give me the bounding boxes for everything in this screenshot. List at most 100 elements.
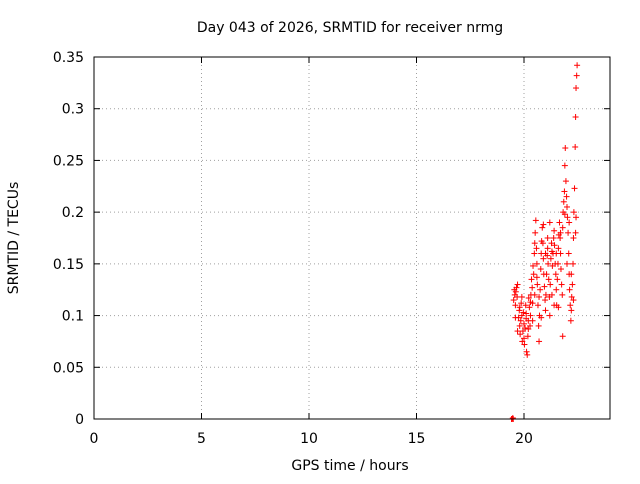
data-point: [552, 271, 559, 278]
data-point: [545, 260, 552, 267]
ticks-layer: [93, 56, 610, 420]
data-point: [516, 304, 523, 311]
data-point: [573, 85, 580, 92]
data-point: [527, 312, 534, 319]
data-point: [523, 310, 530, 317]
data-point: [551, 242, 558, 249]
data-point: [573, 72, 580, 79]
x-tick-label: 20: [515, 431, 533, 447]
data-point: [547, 281, 554, 288]
data-point: [531, 240, 538, 247]
data-point: [556, 219, 563, 226]
data-point: [514, 281, 521, 288]
data-point: [562, 178, 569, 185]
data-point: [534, 281, 541, 288]
data-point: [553, 286, 560, 293]
data-point: [572, 143, 579, 150]
data-point: [512, 288, 519, 295]
data-point: [555, 304, 562, 311]
x-tick-label: 10: [300, 431, 318, 447]
data-point: [521, 320, 527, 327]
data-point: [530, 262, 537, 269]
data-point: [513, 284, 520, 291]
data-point: [557, 229, 564, 236]
y-tick-label: 0.15: [53, 257, 84, 273]
data-point: [521, 335, 527, 342]
data-point: [527, 299, 534, 306]
data-point: [533, 260, 540, 267]
data-point: [518, 300, 525, 307]
tick-labels-layer: 0 0.05 0.1 0.15 0.2 0.25 0.3 0.35 0 5 10 15 20: [53, 50, 533, 447]
data-point: [525, 294, 532, 301]
data-point: [564, 203, 570, 210]
data-point: [539, 240, 546, 247]
data-point: [542, 291, 549, 298]
data-point: [542, 250, 549, 257]
data-point: [512, 302, 519, 309]
data-point: [517, 331, 524, 338]
x-tick-label: 5: [197, 431, 206, 447]
data-point: [524, 333, 531, 340]
data-point: [528, 276, 535, 283]
data-point: [523, 348, 530, 355]
y-tick-label: 0.35: [53, 50, 84, 66]
data-point: [518, 312, 525, 319]
data-point: [569, 281, 576, 288]
data-point: [537, 286, 544, 293]
data-point: [555, 245, 562, 252]
data-point: [530, 271, 537, 278]
data-point: [541, 283, 548, 290]
data-point: [519, 328, 526, 335]
data-point: [536, 293, 543, 300]
data-point: [526, 304, 533, 311]
data-point: [532, 217, 539, 224]
data-point: [520, 309, 527, 316]
data-point: [542, 307, 549, 314]
data-point: [570, 209, 577, 216]
data-point: [568, 271, 575, 278]
chart-title: Day 043 of 2026, SRMTID for receiver nrm…: [197, 20, 503, 36]
data-point: [567, 317, 574, 324]
y-tick-label: 0.25: [53, 153, 84, 169]
x-tick-label: 15: [408, 431, 426, 447]
x-tick-label: 0: [90, 431, 99, 447]
y-tick-label: 0: [75, 412, 84, 428]
data-point: [558, 281, 565, 288]
data-point: [547, 255, 554, 262]
data-point: [557, 266, 564, 273]
data-point: [534, 302, 541, 309]
data-point: [573, 214, 580, 221]
data-point: [561, 188, 568, 195]
data-point: [521, 341, 528, 348]
y-tick-label: 0.1: [62, 309, 84, 325]
x-axis-label: GPS time / hours: [291, 458, 408, 474]
data-point: [567, 302, 574, 309]
data-point: [519, 338, 526, 345]
data-point: [522, 324, 529, 331]
data-point: [546, 312, 553, 319]
data-point: [544, 245, 551, 252]
data-point: [518, 293, 525, 300]
data-point: [543, 271, 550, 278]
data-point: [559, 291, 566, 298]
data-point: [559, 224, 566, 231]
data-point: [570, 297, 577, 304]
data-point: [572, 113, 579, 120]
data-point: [550, 235, 557, 241]
data-point: [531, 250, 538, 257]
data-point: [510, 297, 517, 304]
data-point: [531, 291, 538, 298]
data-point: [559, 333, 566, 340]
data-point: [565, 229, 572, 236]
plot-frame: [93, 56, 611, 420]
data-point: [551, 302, 558, 309]
data-point: [525, 326, 532, 333]
data-point: [561, 211, 568, 218]
y-tick-label: 0.05: [53, 360, 84, 376]
data-point: [527, 322, 534, 329]
y-tick-label: 0.2: [62, 205, 84, 221]
data-point: [514, 328, 521, 335]
data-point: [571, 185, 578, 192]
